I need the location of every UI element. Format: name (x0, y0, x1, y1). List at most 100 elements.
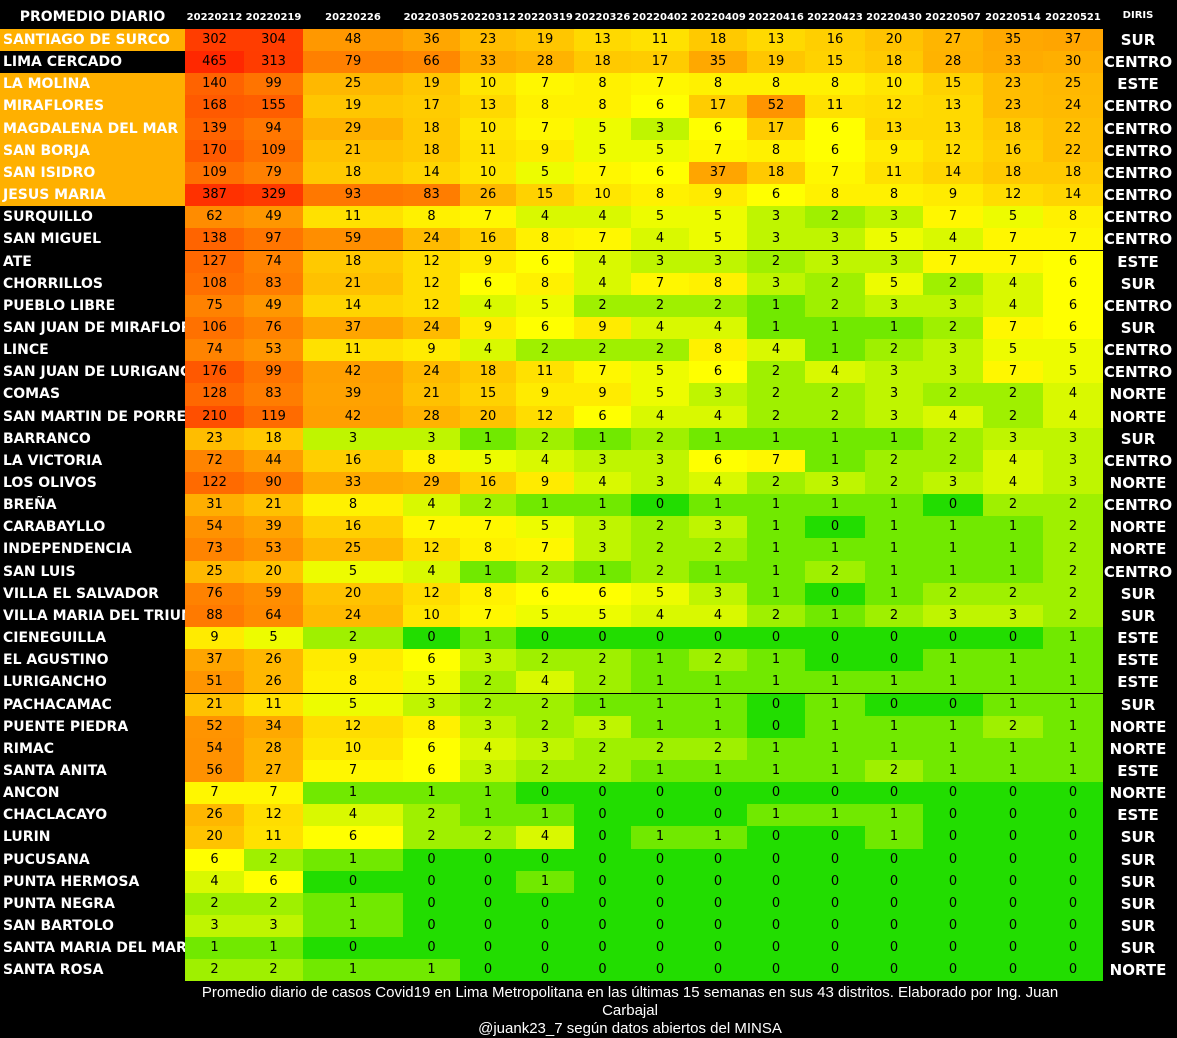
heatmap-cell: 1 (923, 737, 983, 760)
heatmap-cell: 176 (185, 361, 244, 384)
heatmap-cell: 1 (747, 494, 805, 517)
heatmap-cell: 5 (574, 139, 631, 162)
heatmap-cell: 20 (185, 826, 244, 849)
heatmap-cell: 5 (631, 139, 689, 162)
heatmap-cell: 0 (631, 782, 689, 805)
heatmap-cell: 5 (303, 560, 403, 583)
heatmap-cell: 24 (303, 604, 403, 628)
row-label: MAGDALENA DEL MAR (0, 117, 185, 140)
heatmap-cell: 0 (865, 693, 923, 716)
heatmap-cell: 73 (185, 538, 244, 561)
heatmap-cell: 0 (747, 870, 805, 893)
heatmap-cell: 42 (303, 405, 403, 428)
heatmap-cell: 1 (923, 516, 983, 539)
heatmap-cell: 1 (747, 560, 805, 583)
heatmap-cell: 0 (747, 693, 805, 716)
heatmap-cell: 5 (516, 161, 574, 185)
heatmap-cell: 6 (805, 139, 865, 162)
heatmap-cell: 0 (865, 870, 923, 893)
heatmap-cell: 170 (185, 139, 244, 162)
heatmap-cell: 1 (983, 649, 1043, 672)
heatmap-cell: 53 (244, 339, 303, 362)
heatmap-cell: 0 (460, 937, 516, 960)
heatmap-cell: 1 (574, 494, 631, 517)
heatmap-cell: 1 (747, 516, 805, 539)
heatmap-cell: 3 (574, 715, 631, 738)
heatmap-cell: 1 (1043, 715, 1103, 738)
heatmap-cell: 39 (244, 516, 303, 539)
heatmap-cell: 2 (1043, 582, 1103, 605)
heatmap-cell: 2 (747, 405, 805, 428)
heatmap-cell: 5 (689, 228, 747, 251)
heatmap-cell: 0 (574, 937, 631, 960)
heatmap-cell: 0 (747, 937, 805, 960)
diris-label: NORTE (1109, 739, 1167, 758)
heatmap-cell: 6 (1043, 250, 1103, 273)
row-label: INDEPENDENCIA (3, 541, 132, 558)
heatmap-cell: 1 (865, 538, 923, 561)
heatmap-cell: 35 (983, 29, 1043, 52)
heatmap-cell: 0 (403, 892, 460, 915)
heatmap-cell: 1 (303, 892, 403, 915)
heatmap-cell: 3 (747, 272, 805, 295)
diris-label: NORTE (1109, 474, 1167, 492)
heatmap-cell: 4 (689, 472, 747, 495)
heatmap-cell: 6 (403, 649, 460, 672)
heatmap-cell: 28 (923, 51, 983, 74)
heatmap-cell: 3 (865, 361, 923, 384)
heatmap-cell: 4 (403, 560, 460, 583)
heatmap-cell: 1 (689, 693, 747, 716)
heatmap-cell: 0 (983, 804, 1043, 827)
heatmap-cell: 0 (574, 782, 631, 805)
heatmap-cell: 1 (747, 538, 805, 561)
row-label: EL AGUSTINO (3, 652, 109, 669)
heatmap-cell: 3 (865, 294, 923, 317)
row-label: LINCE (3, 342, 49, 359)
heatmap-cell: 18 (303, 161, 403, 185)
heatmap-cell: 0 (460, 959, 516, 982)
heatmap-cell: 39 (303, 383, 403, 406)
heatmap-cell: 0 (747, 826, 805, 849)
heatmap-cell: 6 (689, 449, 747, 472)
heatmap-cell: 35 (689, 51, 747, 74)
heatmap-cell: 3 (983, 427, 1043, 450)
heatmap-cell: 12 (516, 405, 574, 428)
heatmap-cell: 2 (574, 737, 631, 760)
heatmap-cell: 12 (923, 139, 983, 162)
column-header: 20220319 (517, 12, 573, 23)
heatmap-cell: 8 (747, 73, 805, 96)
heatmap-cell: 20 (460, 405, 516, 428)
row-label: SANTA ANITA (3, 762, 107, 779)
heatmap-cell: 59 (303, 228, 403, 251)
heatmap-cell: 25 (1043, 73, 1103, 96)
heatmap-cell: 0 (303, 870, 403, 893)
heatmap-cell: 9 (689, 184, 747, 207)
heatmap-cell: 0 (1043, 826, 1103, 849)
heatmap-cell: 3 (403, 427, 460, 450)
heatmap-cell: 83 (244, 272, 303, 295)
heatmap-cell: 7 (185, 782, 244, 805)
heatmap-cell: 17 (747, 117, 805, 140)
heatmap-cell: 0 (574, 959, 631, 982)
heatmap-cell: 7 (574, 228, 631, 251)
heatmap-cell: 7 (303, 759, 403, 783)
heatmap-cell: 0 (865, 892, 923, 915)
heatmap-cell: 12 (403, 582, 460, 605)
heatmap-cell: 2 (747, 604, 805, 628)
heatmap-cell: 2 (631, 538, 689, 561)
diris-label: SUR (1120, 939, 1156, 958)
heatmap-cell: 0 (805, 959, 865, 982)
heatmap-cell: 127 (185, 250, 244, 273)
heatmap-cell: 4 (516, 449, 574, 472)
heatmap-cell: 94 (244, 117, 303, 140)
heatmap-cell: 1 (865, 427, 923, 450)
heatmap-cell: 1 (460, 627, 516, 650)
heatmap-cell: 3 (574, 516, 631, 539)
heatmap-cell: 72 (185, 449, 244, 472)
heatmap-cell: 1 (631, 715, 689, 738)
diris-label: CENTRO (1103, 562, 1173, 581)
heatmap-cell: 28 (403, 405, 460, 428)
heatmap-cell: 49 (244, 294, 303, 317)
heatmap-cell: 0 (574, 804, 631, 827)
heatmap-cell: 5 (516, 294, 574, 317)
